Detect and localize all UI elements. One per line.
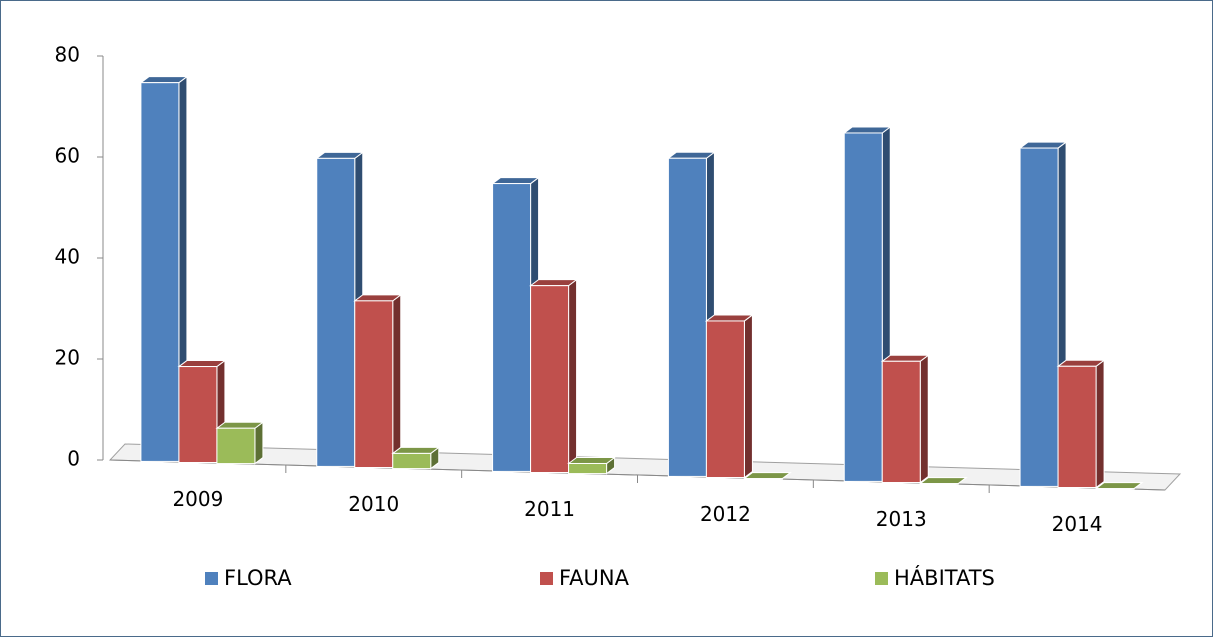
bar [391,446,441,470]
bar [1094,482,1144,490]
bar [704,313,754,479]
y-tick-label: 60 [55,144,80,168]
x-tick-label: 2009 [172,487,223,511]
x-tick-label: 2014 [1052,512,1103,536]
x-tick-label: 2012 [700,502,751,526]
bar [177,359,227,464]
bar [529,278,579,474]
bar [1056,359,1106,489]
legend-swatch [205,572,218,585]
bar [918,477,968,485]
x-tick-label: 2011 [524,497,575,521]
y-tick-label: 20 [55,346,80,370]
legend-label: FLORA [224,566,292,590]
legend-swatch [875,572,888,585]
bar [353,293,403,469]
x-tick-label: 2013 [876,507,927,531]
bar [742,472,792,480]
bar [215,421,265,465]
legend-swatch [540,572,553,585]
y-tick-label: 80 [55,43,80,67]
bar [880,354,930,484]
bar [567,456,617,475]
legend-label: FAUNA [559,566,630,590]
y-tick-label: 0 [67,447,80,471]
legend-label: HÁBITATS [894,565,995,590]
y-tick-label: 40 [55,245,80,269]
x-tick-label: 2010 [348,492,399,516]
